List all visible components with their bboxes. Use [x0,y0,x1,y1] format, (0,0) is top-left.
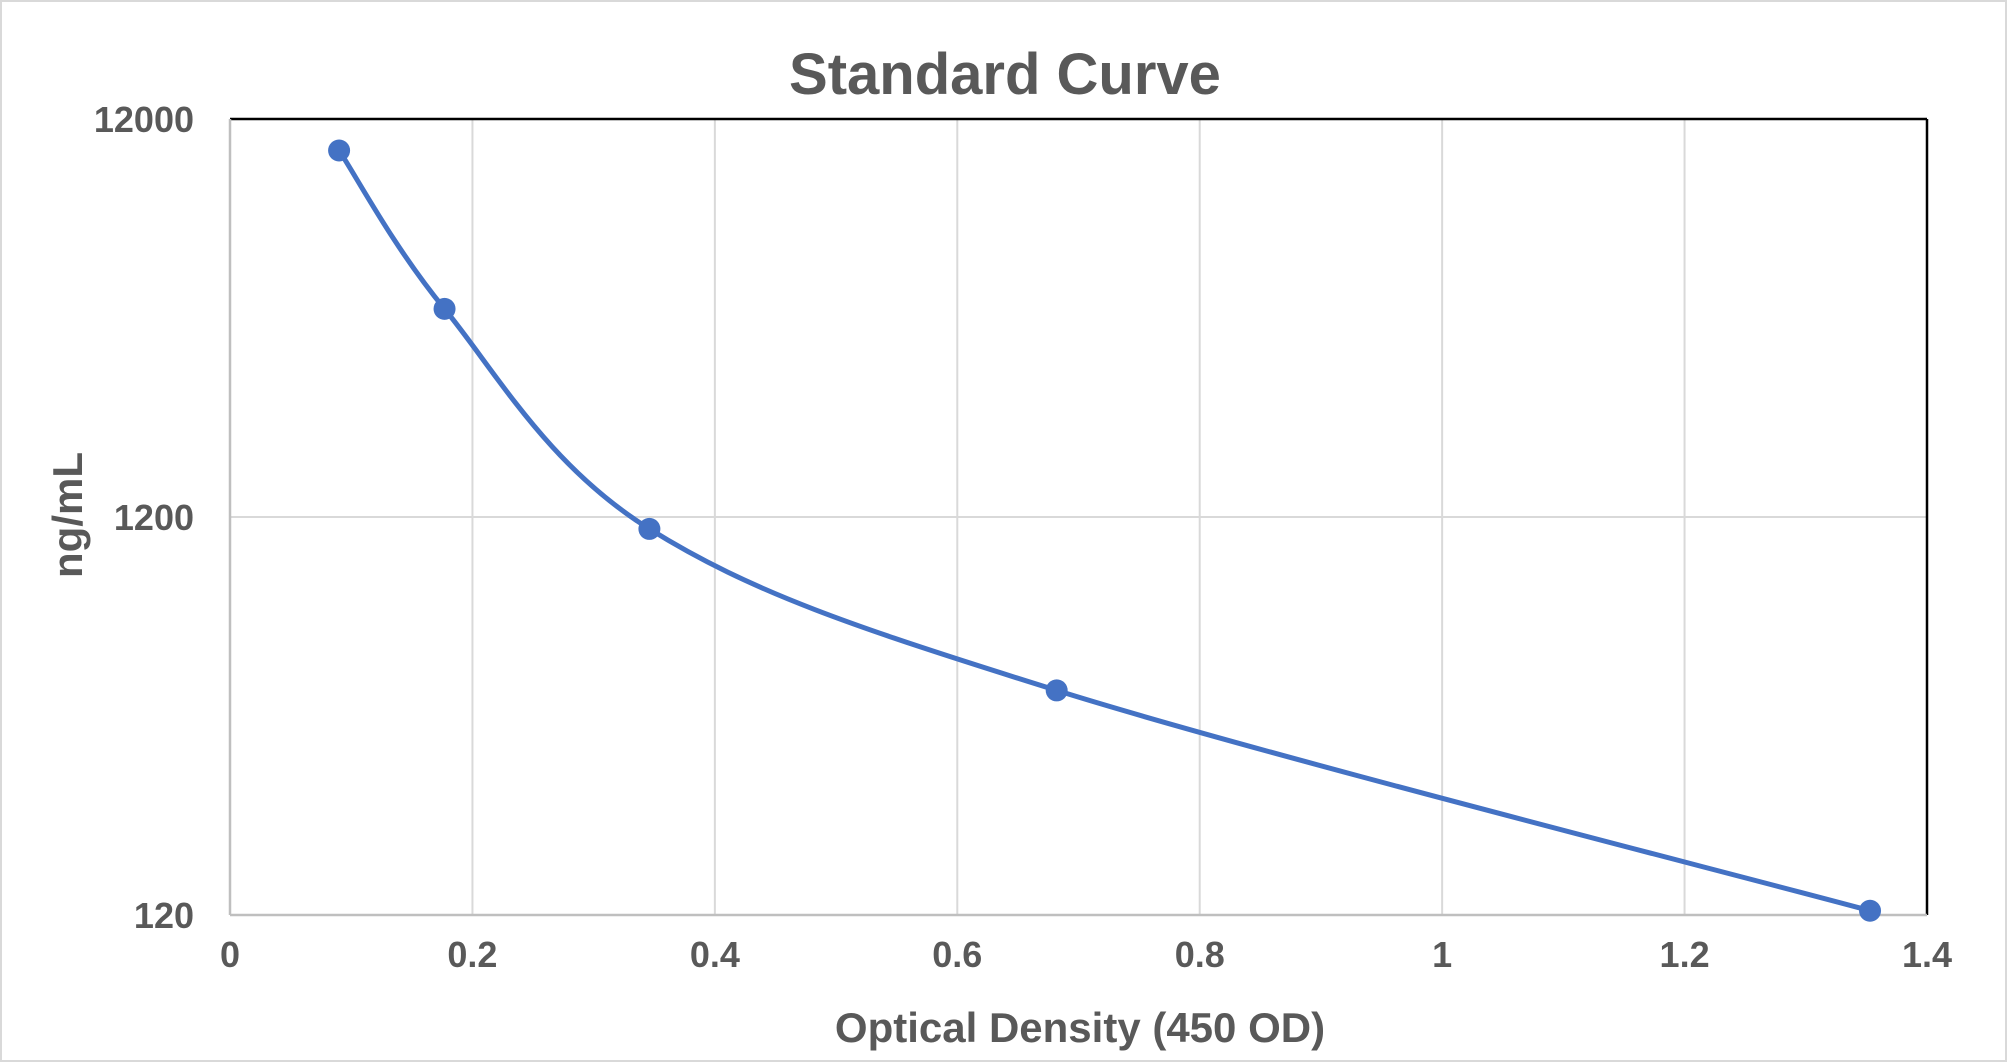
x-tick-label: 1.4 [1902,934,1952,975]
x-tick-label: 1 [1432,934,1452,975]
grid [230,118,1928,915]
series-line [336,148,1873,914]
series [328,139,1882,922]
data-point [433,297,456,320]
x-tick-label: 0.2 [447,934,497,975]
x-tick-labels: 0 0.2 0.4 0.6 0.8 1 1.2 1.4 [220,934,1952,975]
data-point [1045,679,1068,702]
x-tick-label: 0 [220,934,240,975]
y-tick-label: 1200 [114,497,194,538]
x-tick-label: 0.8 [1175,934,1225,975]
data-point [328,139,351,162]
x-tick-label: 0.4 [690,934,740,975]
y-tick-label: 120 [134,895,194,936]
chart-title: Standard Curve [789,42,1221,107]
y-tick-labels: 120 1200 12000 [94,99,194,936]
data-point [638,517,661,540]
data-point [1859,899,1882,922]
x-axis-label: Optical Density (450 OD) [835,1004,1325,1051]
y-tick-label: 12000 [94,99,194,140]
y-axis-label: ng/mL [44,452,91,578]
axes [228,117,1929,917]
x-tick-label: 1.2 [1660,934,1710,975]
x-tick-label: 0.6 [932,934,982,975]
